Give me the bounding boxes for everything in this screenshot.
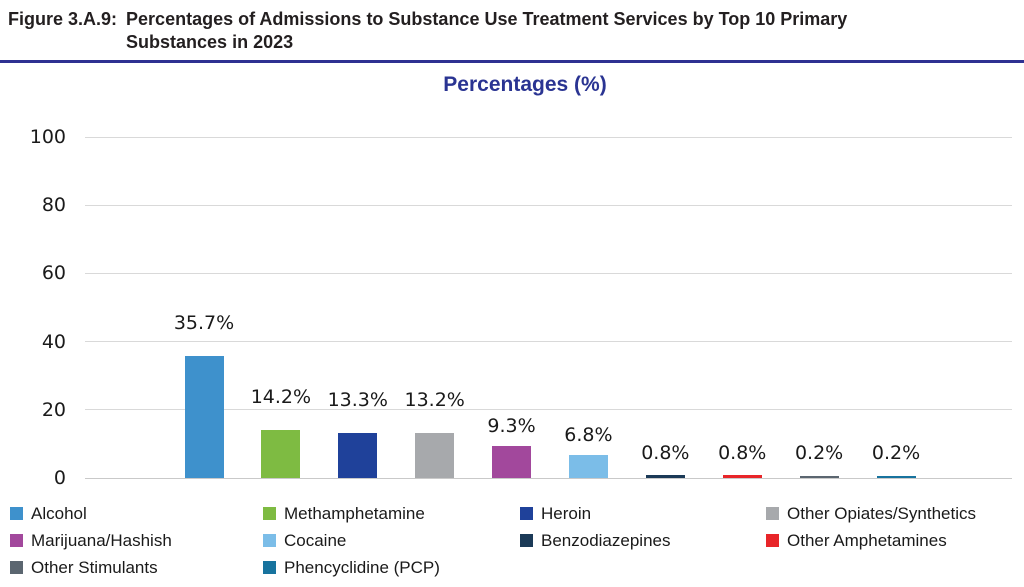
legend-item-methamphetamine: Methamphetamine <box>263 500 520 527</box>
legend-label: Alcohol <box>31 503 87 523</box>
legend-item-other-opiates-synthetics: Other Opiates/Synthetics <box>766 500 1016 527</box>
legend-label: Other Amphetamines <box>787 530 947 550</box>
legend-swatch-icon <box>520 534 533 547</box>
figure-title-line1: Percentages of Admissions to Substance U… <box>126 9 848 29</box>
legend-item-heroin: Heroin <box>520 500 766 527</box>
gridline-60 <box>85 272 1012 274</box>
bar-value-label: 14.2% <box>250 385 312 408</box>
bar-value-label: 9.3% <box>487 415 536 438</box>
legend-item-other-stimulants: Other Stimulants <box>10 554 263 581</box>
y-axis-tick-label: 100 <box>29 126 66 148</box>
gridline-80 <box>85 204 1012 206</box>
bar-benzodiazepines <box>645 475 685 478</box>
y-axis-tick-label: 20 <box>41 398 66 421</box>
legend-swatch-icon <box>10 507 23 520</box>
bar-value-label: 13.2% <box>404 388 465 411</box>
bar-other-opiates-synthetics <box>415 432 455 478</box>
legend-label: Phencyclidine (PCP) <box>284 557 440 577</box>
bar-cocaine <box>568 454 608 478</box>
legend-label: Other Opiates/Synthetics <box>787 503 976 523</box>
y-axis-tick-label: 60 <box>41 262 66 285</box>
bar-alcohol <box>184 356 224 478</box>
figure-header: Figure 3.A.9: Percentages of Admissions … <box>8 8 1016 54</box>
legend-swatch-icon <box>520 507 533 520</box>
legend-item-benzodiazepines: Benzodiazepines <box>520 527 766 554</box>
legend-item-cocaine: Cocaine <box>263 527 520 554</box>
bar-heroin <box>338 432 378 478</box>
y-axis-tick-label: 40 <box>41 330 66 353</box>
legend-item-phencyclidine-pcp: Phencyclidine (PCP) <box>263 554 520 581</box>
figure-title-text: Percentages of Admissions to Substance U… <box>126 8 847 54</box>
gridline-20 <box>85 409 1012 411</box>
gridline-40 <box>85 341 1012 343</box>
bar-phencyclidine-pcp <box>876 476 916 478</box>
legend-swatch-icon <box>10 534 23 547</box>
legend-swatch-icon <box>766 507 779 520</box>
chart-legend: Alcohol Methamphetamine Heroin Other Opiate… <box>10 500 1016 581</box>
legend-swatch-icon <box>263 561 276 574</box>
figure-title: Figure 3.A.9: Percentages of Admissions … <box>8 8 1016 54</box>
bar-value-label: 0.8% <box>718 442 767 464</box>
bar-value-label: 0.2% <box>794 442 844 464</box>
legend-item-marijuana-hashish: Marijuana/Hashish <box>10 527 263 554</box>
legend-label: Cocaine <box>284 530 347 550</box>
bar-value-label: 6.8% <box>564 423 613 446</box>
legend-swatch-icon <box>766 534 779 547</box>
legend-swatch-icon <box>263 534 276 547</box>
y-axis-tick-label: 80 <box>41 194 66 217</box>
figure-number-label: Figure 3.A.9: <box>8 9 118 29</box>
legend-swatch-icon <box>263 507 276 520</box>
bar-marijuana-hashish <box>492 446 532 478</box>
x-axis-baseline <box>85 477 1012 479</box>
legend-item-other-amphetamines: Other Amphetamines <box>766 527 1016 554</box>
gridline-100 <box>85 136 1012 138</box>
legend-label: Benzodiazepines <box>541 530 671 550</box>
bar-value-label: 35.7% <box>173 312 235 335</box>
chart-title: Percentages (%) <box>443 73 607 96</box>
legend-label: Marijuana/Hashish <box>31 530 172 550</box>
bar-value-label: 0.8% <box>641 442 690 464</box>
legend-item-alcohol: Alcohol <box>10 500 263 527</box>
bar-other-stimulants <box>799 476 839 478</box>
legend-label: Methamphetamine <box>284 503 425 523</box>
bar-value-label: 0.2% <box>871 442 921 464</box>
legend-swatch-icon <box>10 561 23 574</box>
figure-title-line2: Substances in 2023 <box>126 32 294 52</box>
legend-label: Heroin <box>541 503 592 523</box>
bar-value-label: 13.3% <box>327 388 388 411</box>
y-axis-tick-label: 0 <box>53 467 66 489</box>
header-divider-rule <box>0 60 1024 63</box>
legend-label: Other Stimulants <box>31 557 158 577</box>
bar-other-amphetamines <box>722 475 762 478</box>
bar-methamphetamine <box>261 429 301 478</box>
